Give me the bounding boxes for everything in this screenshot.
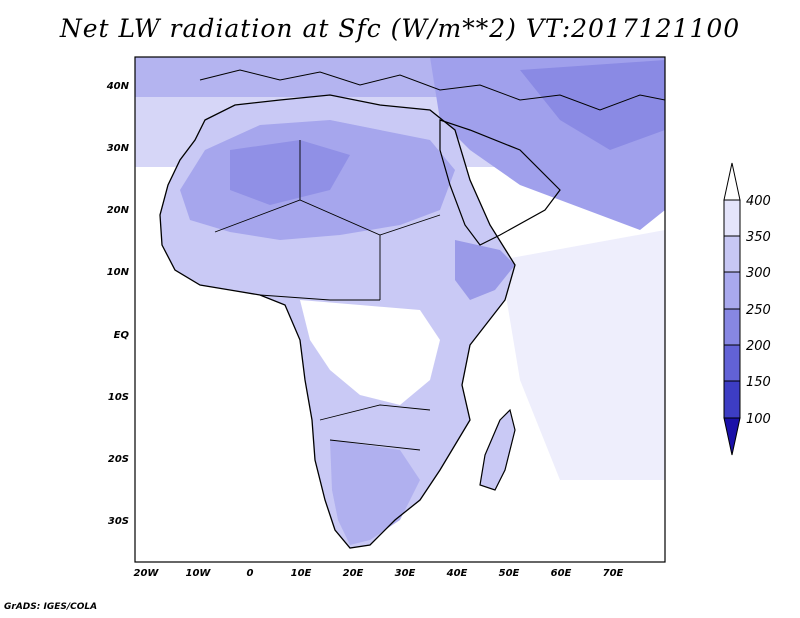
colorbar-segment (723, 235, 741, 273)
colorbar-bottom-arrow (723, 417, 741, 456)
colorbar-segment (723, 271, 741, 310)
lon-tick-label: 60E (551, 568, 572, 579)
lon-tick: 20W (134, 568, 160, 579)
colorbar-top-arrow (723, 162, 741, 201)
lon-tick-label: 70E (603, 568, 624, 579)
lon-tick-label: 0 (247, 568, 254, 579)
lon-tick-label: 20E (343, 568, 364, 579)
lat-tick-label: 10S (108, 392, 129, 403)
colorbar-label: 150 (746, 375, 771, 390)
horn-region (455, 240, 515, 300)
colorbar-label: 300 (746, 266, 771, 281)
sahara-core (230, 140, 350, 205)
grads-credit: GrADS: IGES/COLA (4, 602, 98, 612)
lon-tick-label: 50E (499, 568, 520, 579)
lat-tick-label: 40N (106, 81, 130, 92)
lat-tick-label: EQ (114, 330, 130, 341)
colorbar-label: 200 (746, 339, 771, 354)
colorbar-segment (723, 380, 741, 419)
colorbar: 400 350 300 250 200 150 100 (723, 162, 771, 456)
madagascar (479, 408, 516, 491)
colorbar-segment (723, 308, 741, 346)
lat-tick-label: 20N (107, 205, 130, 216)
lon-tick-label: 10W (186, 568, 212, 579)
plot-frame (134, 56, 666, 563)
africa-coastline (159, 94, 516, 549)
colorbar-label: 100 (746, 412, 771, 427)
colorbar-label: 250 (746, 303, 771, 318)
central-africa-region (300, 300, 440, 405)
indian-ocean-region (500, 230, 665, 480)
lon-axis: 20W 10W 0 10E 20E 30E 40E 50E 60E 70E (134, 568, 624, 579)
map-plot-area (135, 57, 665, 562)
colorbar-segment (723, 199, 741, 237)
colorbar-label: 350 (746, 230, 771, 245)
northern-coastline (199, 69, 665, 111)
colorbar-label: 400 (746, 194, 771, 209)
lat-tick-label: 10N (107, 267, 130, 278)
lon-tick-label: 20W (134, 568, 160, 579)
lat-axis: 40N 30N 20N 10N EQ 10S 20S 30S (106, 81, 130, 527)
lat-tick-label: 20S (108, 454, 129, 465)
lat-tick-label: 30N (107, 143, 130, 154)
asia-dark-region (520, 60, 665, 150)
lon-tick-label: 10E (291, 568, 312, 579)
lon-tick-label: 40E (446, 568, 468, 579)
map-title: Net LW radiation at Sfc (W/m**2) VT:2017… (59, 14, 741, 43)
country-borders (214, 140, 441, 451)
lon-tick-label: 30E (395, 568, 416, 579)
lat-tick-label: 30S (108, 516, 129, 527)
arabia-coastline (439, 119, 561, 246)
colorbar-segment (723, 344, 741, 382)
